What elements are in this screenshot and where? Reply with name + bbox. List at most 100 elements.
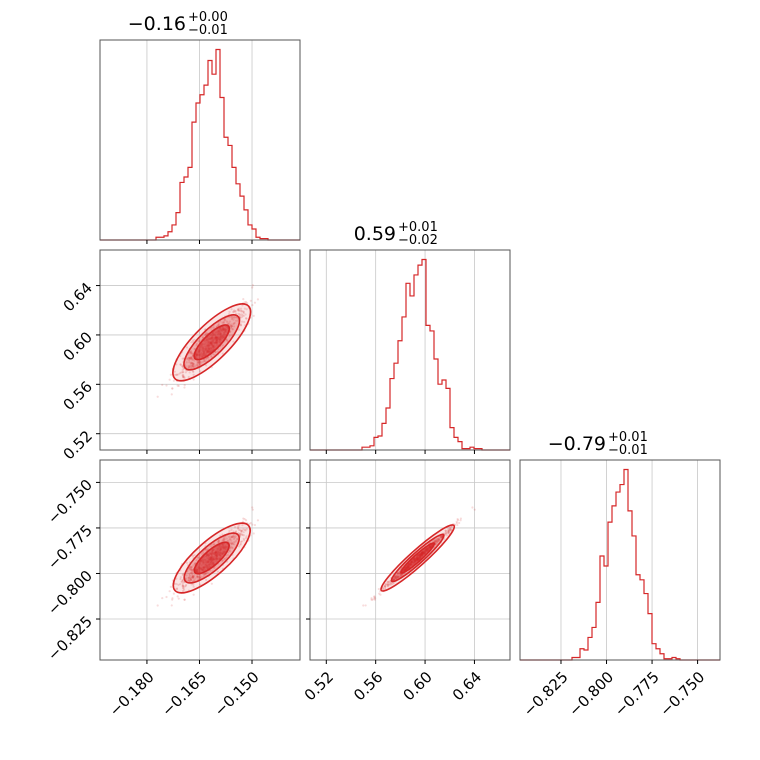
title-err-plus-param-2: +0.01 — [608, 430, 648, 445]
scatter-point — [243, 539, 246, 542]
x-tick-label-param-0: −0.180 — [106, 668, 158, 720]
scatter-point — [199, 575, 202, 578]
scatter-point — [237, 328, 241, 331]
scatter-point — [238, 532, 241, 536]
scatter-point — [197, 361, 201, 364]
scatter-point — [396, 575, 399, 578]
scatter-point — [223, 319, 226, 322]
scatter-point — [216, 570, 219, 573]
scatter-point — [191, 576, 194, 579]
scatter-point — [192, 364, 195, 367]
scatter-point — [175, 373, 179, 376]
x-tick-label-param-2: −0.750 — [656, 668, 708, 720]
scatter-point — [395, 575, 398, 578]
scatter-point — [253, 523, 257, 527]
y-tick-label-param-2: −0.825 — [44, 612, 96, 664]
scatter-point — [201, 335, 204, 338]
scatter-point — [156, 395, 159, 398]
scatter-point — [396, 572, 399, 575]
scatter-point — [189, 565, 192, 569]
scatter-point — [245, 308, 248, 311]
scatter-point — [448, 528, 451, 532]
scatter-point — [394, 575, 397, 578]
scatter-point — [195, 575, 198, 578]
x-tick-label-param-0: −0.150 — [211, 668, 263, 720]
scatter-point — [181, 578, 184, 581]
scatter-point — [183, 585, 186, 588]
scatter-point — [189, 579, 192, 582]
scatter-point — [221, 344, 224, 347]
scatter-point — [204, 333, 207, 336]
scatter-point — [179, 363, 182, 366]
scatter-point — [388, 580, 391, 583]
scatter-point — [240, 310, 243, 313]
scatter-point — [193, 359, 196, 362]
scatter-point — [225, 338, 228, 341]
scatter-point — [191, 570, 194, 573]
scatter-point — [386, 583, 389, 587]
scatter-point — [373, 597, 377, 600]
scatter-point — [239, 533, 242, 536]
scatter-point — [191, 554, 195, 558]
scatter-point — [436, 540, 439, 543]
scatter-point — [191, 576, 194, 579]
scatter-point — [187, 579, 191, 582]
scatter-point — [180, 580, 183, 583]
scatter-point — [191, 365, 194, 368]
scatter-point — [198, 360, 201, 363]
scatter-point — [188, 573, 191, 577]
scatter-point — [235, 539, 238, 542]
scatter-point — [181, 374, 184, 377]
scatter-point — [175, 587, 179, 591]
scatter-point — [196, 360, 199, 363]
panel-1-0-frame — [99, 249, 301, 451]
scatter-point — [398, 570, 401, 573]
scatter-point — [438, 538, 441, 542]
scatter-point — [204, 573, 207, 576]
scatter-point — [188, 572, 191, 575]
scatter-point — [228, 538, 231, 541]
scatter-point — [221, 559, 224, 563]
scatter-point — [192, 370, 195, 374]
scatter-point — [190, 568, 193, 571]
scatter-point — [222, 320, 225, 324]
scatter-point — [256, 519, 260, 522]
scatter-point — [231, 328, 234, 331]
scatter-point — [450, 525, 454, 528]
scatter-point — [226, 321, 229, 324]
panel-2-2-frame — [519, 459, 721, 661]
scatter-point — [188, 364, 192, 367]
scatter-point — [230, 325, 233, 328]
x-tick-label-param-2: −0.775 — [611, 668, 663, 720]
scatter-point — [230, 315, 234, 318]
scatter-point — [189, 571, 192, 574]
scatter-point — [229, 536, 233, 539]
scatter-point — [182, 370, 185, 373]
scatter-point — [388, 583, 392, 586]
scatter-point — [222, 536, 225, 539]
scatter-point — [373, 595, 376, 598]
scatter-point — [447, 531, 450, 534]
x-tick-label-param-1: 0.64 — [449, 668, 485, 704]
scatter-point — [233, 526, 237, 529]
scatter-point — [396, 572, 399, 575]
scatter-point — [251, 506, 254, 509]
scatter-point — [187, 576, 190, 579]
scatter-point — [182, 588, 186, 591]
scatter-point — [400, 573, 404, 576]
scatter-point — [175, 363, 178, 366]
scatter-point — [394, 577, 397, 580]
scatter-point — [245, 317, 248, 320]
scatter-point — [201, 360, 204, 364]
scatter-point — [222, 538, 225, 541]
scatter-point — [172, 592, 175, 595]
scatter-point — [230, 317, 234, 321]
scatter-point — [252, 314, 255, 317]
scatter-point — [192, 366, 195, 369]
scatter-point — [188, 577, 192, 580]
scatter-point — [242, 531, 245, 534]
scatter-point — [392, 578, 395, 581]
scatter-point — [237, 308, 240, 312]
scatter-point — [192, 363, 195, 366]
scatter-point — [232, 325, 236, 328]
